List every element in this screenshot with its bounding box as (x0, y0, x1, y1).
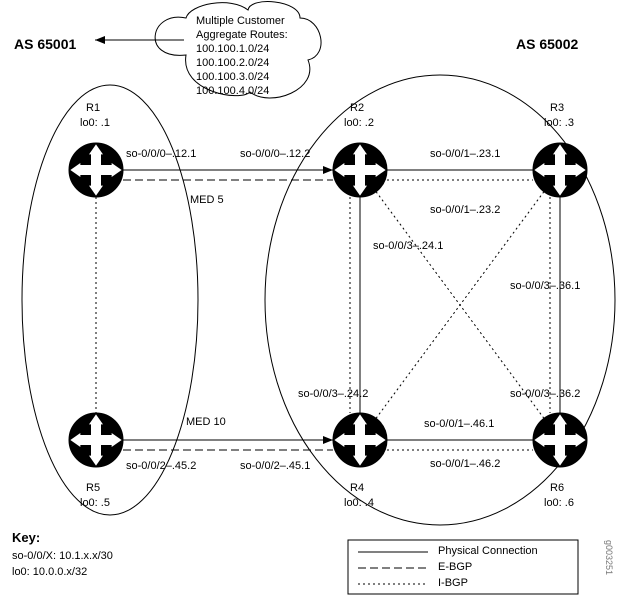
edge-label: so-0/0/1–.23.1 (430, 148, 500, 160)
router-R3 (533, 143, 587, 197)
diagram-stage: { "stage": { "width": 625, "height": 611… (0, 0, 625, 611)
as-title: AS 65001 (14, 36, 76, 52)
router-label: R2 (350, 102, 364, 114)
as-title: AS 65002 (516, 36, 578, 52)
edge-label: so-0/0/0–.12.2 (240, 148, 310, 160)
router-lo0: lo0: .3 (544, 117, 574, 129)
router-label: R3 (550, 102, 564, 114)
router-label: R4 (350, 482, 364, 494)
edge-label: so-0/0/0–.12.1 (126, 148, 196, 160)
edge-arrowhead (323, 166, 333, 174)
callout-arrowhead (95, 36, 105, 44)
key-title: Key: (12, 530, 40, 545)
image-id: g003251 (604, 540, 614, 575)
router-R2 (333, 143, 387, 197)
callout-text: Multiple Customer Aggregate Routes: 100.… (196, 14, 288, 98)
key-line: lo0: 10.0.0.x/32 (12, 566, 87, 578)
key-line: so-0/0/X: 10.1.x.x/30 (12, 550, 113, 562)
router-label: R1 (86, 102, 100, 114)
router-R6 (533, 413, 587, 467)
edge-label: so-0/0/1–.46.1 (424, 418, 494, 430)
router-lo0: lo0: .1 (80, 117, 110, 129)
edge-label: MED 5 (190, 194, 224, 206)
router-lo0: lo0: .5 (80, 497, 110, 509)
router-lo0: lo0: .2 (344, 117, 374, 129)
router-label: R5 (86, 482, 100, 494)
legend-label: E-BGP (438, 561, 472, 573)
router-lo0: lo0: .6 (544, 497, 574, 509)
edge-arrowhead (323, 436, 333, 444)
edge-label: so-0/0/3–.36.1 (510, 280, 580, 292)
edge-label: so-0/0/3–.36.2 (510, 388, 580, 400)
edge-label: so-0/0/3–.24.1 (373, 240, 443, 252)
legend-label: I-BGP (438, 577, 468, 589)
router-lo0: lo0: .4 (344, 497, 374, 509)
edge-label: so-0/0/1–.23.2 (430, 204, 500, 216)
edge-label: so-0/0/2–.45.2 (126, 460, 196, 472)
edge-label: so-0/0/1–.46.2 (430, 458, 500, 470)
edge-label: MED 10 (186, 416, 226, 428)
edge-label: so-0/0/3–.24.2 (298, 388, 368, 400)
edge-ibgp (376, 192, 544, 419)
legend-label: Physical Connection (438, 545, 538, 557)
router-label: R6 (550, 482, 564, 494)
edge-label: so-0/0/2–.45.1 (240, 460, 310, 472)
router-R4 (333, 413, 387, 467)
diagram-svg (0, 0, 625, 611)
router-R5 (69, 413, 123, 467)
router-R1 (69, 143, 123, 197)
